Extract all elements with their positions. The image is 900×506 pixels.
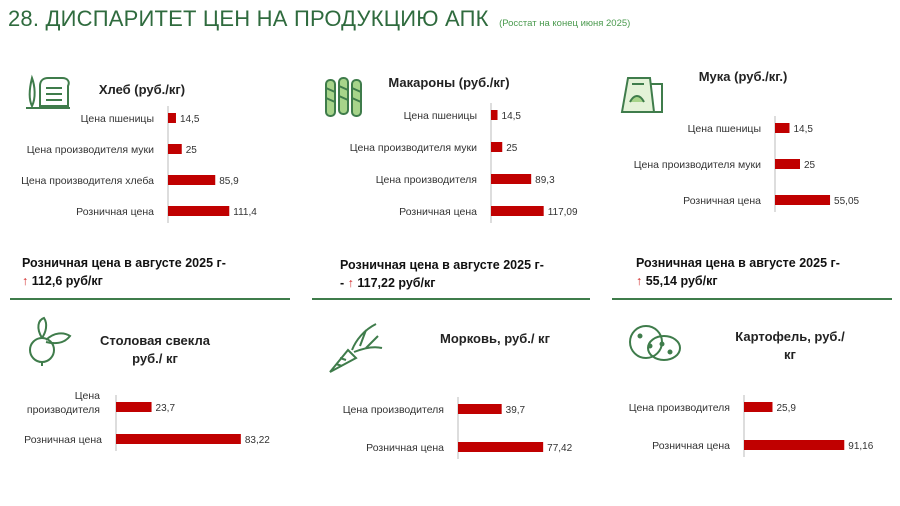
- divider-right: [612, 298, 892, 300]
- summary-bread-line1: Розничная цена в августе 2025 г-: [22, 256, 226, 270]
- chart-bar: [744, 440, 845, 450]
- panel-title-beet: Столовая свекла руб./ кг: [100, 333, 210, 366]
- chart-bar: [168, 175, 216, 185]
- chart-category-label: Розничная цена: [24, 434, 102, 446]
- chart-carrot: 39,7 Цена производителя 77,42 Розничная цен…: [343, 397, 573, 459]
- chart-bar: [458, 442, 544, 452]
- chart-category-label: Розничная цена: [366, 442, 444, 454]
- summary-flour-line2: ↑ 55,14 руб/кг: [636, 274, 718, 288]
- panel-title-pasta: Макароны (руб./кг): [388, 75, 510, 90]
- chart-bar: [491, 110, 498, 120]
- summary-pasta: Розничная цена в августе 2025 г- - ↑ 117…: [340, 256, 544, 292]
- chart-bar: [168, 206, 230, 216]
- summary-flour-line1: Розничная цена в августе 2025 г-: [636, 256, 840, 270]
- beet-icon: [18, 316, 76, 371]
- panel-title-flour: Мука (руб./кг.): [698, 69, 788, 84]
- chart-potato: 25,9 Цена производителя 91,16 Розничная цен…: [629, 395, 874, 457]
- summary-bread-line2: ↑ 112,6 руб/кг: [22, 274, 103, 288]
- chart-value-label: 14,5: [502, 111, 522, 122]
- chart-value-label: 77,42: [547, 443, 572, 454]
- chart-bread: 14,5 Цена пшеницы 25 Цена производителя мук…: [21, 106, 257, 223]
- potato-icon: [626, 318, 684, 369]
- divider-middle: [312, 298, 590, 300]
- chart-bar: [491, 142, 503, 152]
- chart-category-label: Цена производителя: [376, 174, 477, 186]
- chart-bar: [775, 123, 790, 133]
- carrot-icon: [326, 320, 386, 381]
- chart-category-label: Розничная цена: [76, 206, 154, 218]
- chart-value-label: 39,7: [506, 405, 526, 416]
- summary-bread: Розничная цена в августе 2025 г- ↑ 112,6…: [22, 254, 226, 290]
- chart-category-label: Розничная цена: [399, 206, 477, 218]
- flour-icon: [618, 72, 666, 121]
- chart-bar: [744, 402, 773, 412]
- panel-title-carrot: Морковь, руб./ кг: [440, 331, 550, 346]
- page-header: 28. ДИСПАРИТЕТ ЦЕН НА ПРОДУКЦИЮ АПК (Рос…: [8, 6, 630, 32]
- chart-bar: [116, 434, 241, 444]
- pasta-icon: [322, 74, 366, 125]
- page-title: 28. ДИСПАРИТЕТ ЦЕН НА ПРОДУКЦИЮ АПК: [8, 6, 489, 31]
- chart-value-label: 89,3: [535, 175, 555, 186]
- chart-category-label: Цена производителя: [343, 404, 444, 416]
- chart-value-label: 55,05: [834, 196, 859, 207]
- chart-category-label: Цена пшеницы: [688, 123, 761, 135]
- chart-bar: [775, 195, 831, 205]
- chart-bar: [491, 206, 544, 216]
- chart-beet: 23,7 Цена производителя 83,22 Розничная цена: [24, 390, 270, 451]
- chart-pasta: 14,5 Цена пшеницы 25 Цена производителя мук…: [350, 103, 578, 223]
- bread-icon: [22, 72, 74, 117]
- chart-bar: [491, 174, 532, 184]
- chart-value-label: 85,9: [219, 176, 239, 187]
- chart-bar: [168, 113, 176, 123]
- chart-value-label: 117,09: [548, 207, 578, 218]
- chart-category-label: Розничная цена: [652, 440, 730, 452]
- chart-bar: [775, 159, 800, 169]
- chart-value-label: 83,22: [245, 435, 270, 446]
- chart-value-label: 25: [506, 143, 518, 154]
- chart-bar: [116, 402, 152, 412]
- chart-category-label: Цена производителя хлеба: [21, 175, 154, 187]
- panel-title-potato: Картофель, руб./ кг: [735, 329, 845, 362]
- up-arrow-icon: ↑: [22, 274, 29, 288]
- chart-flour: 14,5 Цена пшеницы 25 Цена производителя мук…: [634, 116, 860, 212]
- up-arrow-icon: ↑: [636, 274, 643, 288]
- chart-value-label: 25: [804, 160, 816, 171]
- chart-value-label: 14,5: [794, 124, 814, 135]
- chart-category-label: Цена: [75, 390, 100, 402]
- chart-category-label: Цена производителя: [629, 402, 730, 414]
- chart-category-label: Розничная цена: [683, 195, 761, 207]
- divider-left: [10, 298, 290, 300]
- panel-title-bread: Хлеб (руб./кг): [98, 82, 186, 97]
- chart-value-label: 14,5: [180, 114, 200, 125]
- chart-category-label: Цена пшеницы: [404, 110, 477, 122]
- summary-flour: Розничная цена в августе 2025 г- ↑ 55,14…: [636, 254, 840, 290]
- chart-category-label: Цена производителя муки: [27, 144, 154, 156]
- chart-value-label: 111,4: [233, 207, 257, 218]
- chart-value-label: 91,16: [848, 441, 873, 452]
- summary-pasta-line2: - ↑ 117,22 руб/кг: [340, 276, 436, 290]
- chart-value-label: 25: [186, 145, 198, 156]
- up-arrow-icon: ↑: [347, 276, 354, 290]
- chart-bar: [458, 404, 502, 414]
- chart-value-label: 25,9: [776, 403, 796, 414]
- chart-category-label: Цена производителя муки: [350, 142, 477, 154]
- chart-value-label: 23,7: [156, 403, 176, 414]
- chart-bar: [168, 144, 182, 154]
- chart-category-label: Цена производителя муки: [634, 159, 761, 171]
- chart-category-label: производителя: [27, 404, 100, 416]
- chart-category-label: Цена пшеницы: [81, 113, 154, 125]
- summary-pasta-line1: Розничная цена в августе 2025 г-: [340, 258, 544, 272]
- page-subtitle: (Росстат на конец июня 2025): [499, 18, 631, 29]
